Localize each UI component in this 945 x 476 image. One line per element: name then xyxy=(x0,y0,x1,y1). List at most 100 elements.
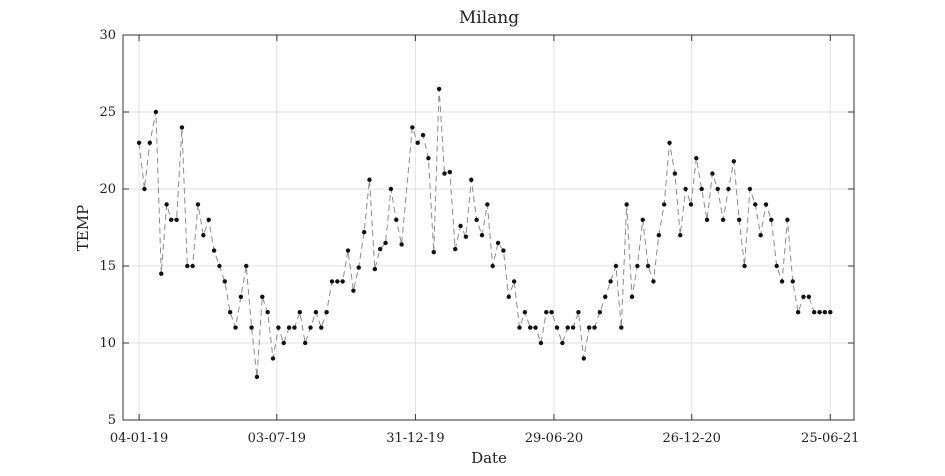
data-point xyxy=(560,340,565,346)
data-point xyxy=(388,186,394,192)
y-axis-label: TEMP xyxy=(74,205,92,251)
data-point xyxy=(372,266,378,272)
data-point xyxy=(538,340,544,346)
data-point xyxy=(731,159,737,164)
data-point xyxy=(169,217,174,222)
data-point xyxy=(335,279,340,284)
data-point xyxy=(233,325,238,330)
data-point xyxy=(442,171,447,176)
data-point xyxy=(817,310,822,315)
data-point xyxy=(715,186,720,192)
x-axis-label: Date xyxy=(471,449,507,467)
data-point xyxy=(763,202,769,207)
data-point xyxy=(238,294,244,299)
data-point xyxy=(779,279,785,284)
data-point xyxy=(244,263,249,269)
y-tick-label: 30 xyxy=(99,28,116,43)
data-point xyxy=(420,132,426,138)
data-point xyxy=(260,294,265,299)
data-point xyxy=(774,263,779,269)
data-point xyxy=(174,217,179,222)
data-point xyxy=(511,279,517,284)
data-point xyxy=(345,248,351,253)
data-point xyxy=(758,233,763,238)
data-point xyxy=(179,125,185,130)
data-point xyxy=(753,202,758,207)
data-point xyxy=(694,156,699,161)
data-point xyxy=(399,242,404,247)
data-point xyxy=(217,263,222,269)
data-point xyxy=(367,177,372,182)
data-point xyxy=(276,325,281,330)
data-point xyxy=(297,310,303,315)
data-point xyxy=(747,186,753,192)
data-point xyxy=(785,217,790,222)
series-line-layer xyxy=(138,88,831,377)
data-point xyxy=(586,325,592,330)
data-point xyxy=(720,217,726,222)
data-point xyxy=(436,86,442,92)
data-point xyxy=(517,325,522,330)
data-point xyxy=(195,202,201,207)
data-point xyxy=(453,246,458,252)
data-point xyxy=(501,248,506,253)
data-point xyxy=(603,294,608,299)
data-point xyxy=(206,217,211,222)
data-point xyxy=(640,217,645,222)
data-point xyxy=(688,202,694,207)
data-point xyxy=(249,325,254,330)
data-point xyxy=(356,265,361,270)
data-point xyxy=(565,325,570,330)
data-point xyxy=(383,240,388,246)
data-point xyxy=(164,202,169,207)
chart-title: Milang xyxy=(459,8,519,28)
data-point xyxy=(153,109,159,115)
data-point xyxy=(704,217,710,222)
data-point xyxy=(570,325,576,330)
x-tick-label: 04-01-19 xyxy=(110,431,168,446)
data-point xyxy=(554,325,560,330)
data-point xyxy=(645,263,651,269)
data-point xyxy=(629,294,635,299)
data-point xyxy=(667,140,672,145)
data-point xyxy=(635,263,640,269)
data-point xyxy=(742,263,747,269)
data-point xyxy=(426,156,431,161)
data-point xyxy=(254,374,260,380)
x-tick-label: 29-06-20 xyxy=(525,431,583,446)
data-point xyxy=(576,310,581,315)
data-point xyxy=(795,310,801,315)
x-tick-label: 26-12-20 xyxy=(663,431,721,446)
data-point xyxy=(613,263,619,269)
data-point xyxy=(190,263,195,269)
data-point xyxy=(431,249,436,255)
data-point xyxy=(415,140,420,145)
data-point xyxy=(699,186,704,192)
data-point xyxy=(324,310,329,315)
data-point xyxy=(222,279,227,284)
plot-frame xyxy=(122,34,855,421)
grid-layer xyxy=(123,34,854,421)
data-point xyxy=(726,186,731,192)
data-point xyxy=(302,340,308,346)
data-point xyxy=(544,310,549,315)
tick-layer: 5 10 15 20 25 30 04-01-19 03-07-19 31-12-19 29-06… xyxy=(99,28,859,446)
data-point xyxy=(458,223,463,229)
data-point xyxy=(292,325,297,330)
data-point xyxy=(661,202,667,207)
data-point xyxy=(474,217,479,222)
y-tick-label: 5 xyxy=(108,413,116,428)
data-point xyxy=(410,125,415,130)
data-point xyxy=(822,310,828,315)
y-tick-label: 20 xyxy=(99,182,116,197)
data-point xyxy=(270,356,276,361)
data-point xyxy=(528,325,533,330)
data-point xyxy=(308,325,313,330)
x-tick-label: 25-06-21 xyxy=(801,431,859,446)
data-point xyxy=(185,263,190,269)
data-point xyxy=(656,233,662,238)
y-tick-label: 10 xyxy=(99,336,116,351)
data-point xyxy=(485,202,490,207)
